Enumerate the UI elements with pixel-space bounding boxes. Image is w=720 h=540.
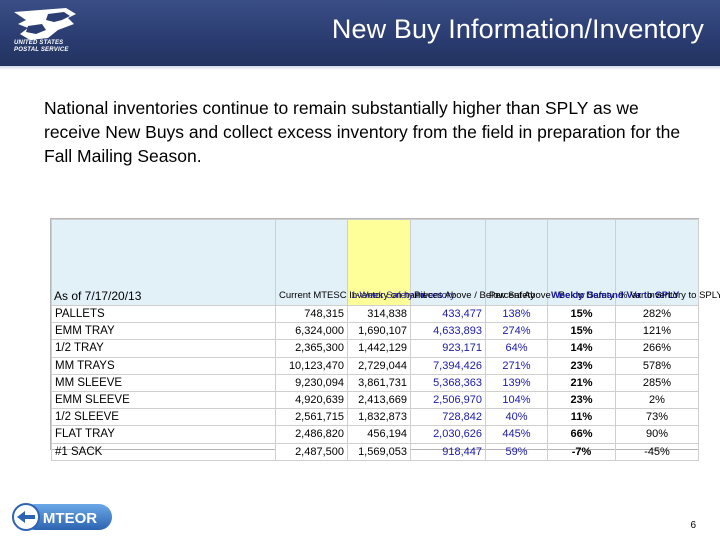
current-inventory-cell: 2,365,300: [275, 339, 348, 358]
inventory-var-cell: 282%: [615, 304, 699, 324]
pieces-above-below-cell: 4,633,893: [410, 322, 486, 341]
table-row: MM TRAYS 10,123,470 2,729,044 7,394,426 271%…: [51, 356, 699, 375]
weekly-demand-var-cell: 23%: [547, 390, 616, 410]
table-row: EMM TRAY 6,324,000 1,690,107 4,633,893 274% 1…: [51, 322, 699, 341]
weekly-demand-var-cell: 21%: [547, 373, 616, 392]
table-row: PALLETS 748,315 314,838 433,477 138% 15% 282%: [51, 304, 699, 324]
table-header-row: As of 7/17/20/13 Current MTESC Inventory…: [51, 219, 720, 306]
weekly-demand-var-cell: 23%: [547, 356, 616, 375]
col-header-percent: Percent Above / Below Safety: [485, 219, 614, 306]
col-header-var: % Var Inventory to SPLY: [615, 219, 720, 306]
current-inventory-cell: 2,561,715: [275, 408, 348, 427]
row-label-cell: 1/2 TRAY: [51, 339, 276, 358]
safety-inventory-cell: 456,194: [347, 425, 411, 444]
pieces-above-below-cell: 728,842: [410, 408, 486, 427]
row-label-cell: PALLETS: [51, 304, 276, 324]
table-row: 1/2 SLEEVE 2,561,715 1,832,873 728,842 40% 11…: [51, 408, 699, 427]
logo-caption-line-2: POSTAL SERVICE: [14, 47, 69, 53]
weekly-demand-var-cell: 15%: [547, 322, 616, 341]
inventory-var-cell: -45%: [615, 442, 699, 461]
pieces-above-below-cell: 923,171: [410, 339, 486, 358]
inventory-var-cell: 285%: [615, 373, 699, 392]
mteor-logo-icon: MTEOR: [12, 503, 112, 531]
logo-caption-line-1: UNITED STATES: [14, 40, 64, 46]
row-label-cell: FLAT TRAY: [51, 425, 276, 444]
current-inventory-cell: 2,487,500: [275, 442, 348, 461]
safety-inventory-cell: 2,413,669: [347, 390, 411, 410]
percent-above-below-cell: 138%: [485, 304, 548, 324]
as-of-date-header: As of 7/17/20/13: [51, 219, 276, 306]
table-row: 1/2 TRAY 2,365,300 1,442,129 923,171 64% 14% 2…: [51, 339, 699, 358]
current-inventory-cell: 4,920,639: [275, 390, 348, 410]
col-header-weekly: Weekly Demand Var to SPLY: [547, 219, 679, 306]
row-label-cell: EMM SLEEVE: [51, 390, 276, 410]
current-inventory-cell: 9,230,094: [275, 373, 348, 392]
header-band: UNITED STATES POSTAL SERVICE New Buy Inf…: [0, 0, 720, 66]
percent-above-below-cell: 139%: [485, 373, 548, 392]
row-label-cell: EMM TRAY: [51, 322, 276, 341]
pieces-above-below-cell: 2,030,626: [410, 425, 486, 444]
logo-caption: UNITED STATES POSTAL SERVICE: [14, 40, 84, 54]
pieces-above-below-cell: 2,506,970: [410, 390, 486, 410]
safety-inventory-cell: 1,442,129: [347, 339, 411, 358]
weekly-demand-var-cell: 14%: [547, 339, 616, 358]
inventory-var-cell: 266%: [615, 339, 699, 358]
row-label-cell: MM SLEEVE: [51, 373, 276, 392]
body-paragraph: National inventories continue to remain …: [44, 98, 681, 166]
current-inventory-cell: 748,315: [275, 304, 348, 324]
pieces-above-below-cell: 5,368,363: [410, 373, 486, 392]
percent-above-below-cell: 59%: [485, 442, 548, 461]
safety-inventory-cell: 3,861,731: [347, 373, 411, 392]
inventory-table-container: As of 7/17/20/13 Current MTESC Inventory…: [50, 218, 720, 461]
slide-title: New Buy Information/Inventory: [331, 14, 704, 44]
header-divider: [0, 66, 720, 70]
percent-above-below-cell: 104%: [485, 390, 548, 410]
postal-eagle-logo-icon: [14, 8, 76, 40]
current-inventory-cell: 6,324,000: [275, 322, 348, 341]
weekly-demand-var-cell: 15%: [547, 304, 616, 324]
row-label-cell: #1 SACK: [51, 442, 276, 461]
weekly-demand-var-cell: 11%: [547, 408, 616, 427]
page-number: 6: [690, 520, 696, 531]
inventory-var-cell: 121%: [615, 322, 699, 341]
inventory-var-cell: 2%: [615, 390, 699, 410]
col-header-current: Current MTESC Inventory on hand: [275, 219, 425, 306]
table-row: FLAT TRAY 2,486,820 456,194 2,030,626 445% 66…: [51, 425, 699, 444]
table-row: MM SLEEVE 9,230,094 3,861,731 5,368,363 139%…: [51, 373, 699, 392]
row-label-cell: MM TRAYS: [51, 356, 276, 375]
safety-inventory-cell: 2,729,044: [347, 356, 411, 375]
safety-inventory-cell: 1,690,107: [347, 322, 411, 341]
inventory-table: As of 7/17/20/13 Current MTESC Inventory…: [51, 219, 720, 461]
percent-above-below-cell: 274%: [485, 322, 548, 341]
percent-above-below-cell: 64%: [485, 339, 548, 358]
pieces-above-below-cell: 7,394,426: [410, 356, 486, 375]
safety-inventory-cell: 314,838: [347, 304, 411, 324]
inventory-var-cell: 73%: [615, 408, 699, 427]
weekly-demand-var-cell: 66%: [547, 425, 616, 444]
mteor-badge-label: MTEOR: [43, 510, 97, 527]
current-inventory-cell: 10,123,470: [275, 356, 348, 375]
col-header-pieces: Pieces Above / Below Safety: [410, 219, 535, 306]
current-inventory-cell: 2,486,820: [275, 425, 348, 444]
row-label-cell: 1/2 SLEEVE: [51, 408, 276, 427]
percent-above-below-cell: 271%: [485, 356, 548, 375]
pieces-above-below-cell: 433,477: [410, 304, 486, 324]
col-header-safety: 1-Week Safety Inventory: [347, 219, 455, 306]
weekly-demand-var-cell: -7%: [547, 442, 616, 461]
safety-inventory-cell: 1,569,053: [347, 442, 411, 461]
percent-above-below-cell: 40%: [485, 408, 548, 427]
table-row: EMM SLEEVE 4,920,639 2,413,669 2,506,970 104…: [51, 390, 699, 410]
table-row: #1 SACK 2,487,500 1,569,053 918,447 59% -7% -4…: [51, 442, 699, 461]
pieces-above-below-cell: 918,447: [410, 442, 486, 461]
inventory-var-cell: 90%: [615, 425, 699, 444]
inventory-var-cell: 578%: [615, 356, 699, 375]
safety-inventory-cell: 1,832,873: [347, 408, 411, 427]
percent-above-below-cell: 445%: [485, 425, 548, 444]
